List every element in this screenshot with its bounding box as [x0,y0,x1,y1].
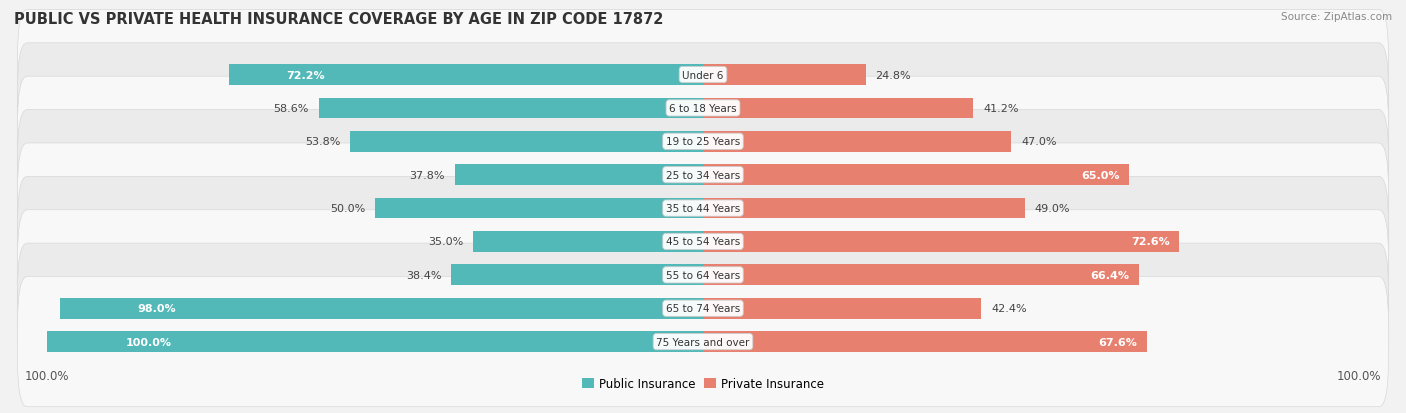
Text: 53.8%: 53.8% [305,137,340,147]
FancyBboxPatch shape [17,110,1389,240]
Text: 45 to 54 Years: 45 to 54 Years [666,237,740,247]
Bar [703,298,981,319]
Bar [703,265,1139,285]
Text: 72.6%: 72.6% [1130,237,1170,247]
Text: 25 to 34 Years: 25 to 34 Years [666,170,740,180]
Bar [703,165,1129,185]
Text: 50.0%: 50.0% [330,204,366,214]
Text: 47.0%: 47.0% [1021,137,1057,147]
Bar [319,98,703,119]
Bar [703,65,866,85]
Text: 65 to 74 Years: 65 to 74 Years [666,304,740,313]
Text: 38.4%: 38.4% [406,270,441,280]
Bar [46,332,703,352]
Text: 100.0%: 100.0% [125,337,172,347]
Text: Under 6: Under 6 [682,70,724,80]
Text: 58.6%: 58.6% [273,104,309,114]
Bar [703,232,1180,252]
Bar [451,265,703,285]
FancyBboxPatch shape [17,177,1389,307]
Text: 65.0%: 65.0% [1081,170,1119,180]
Text: 37.8%: 37.8% [409,170,446,180]
Bar [703,332,1146,352]
Text: Source: ZipAtlas.com: Source: ZipAtlas.com [1281,12,1392,22]
Bar [703,98,973,119]
Text: 19 to 25 Years: 19 to 25 Years [666,137,740,147]
Text: 35.0%: 35.0% [429,237,464,247]
Text: 35 to 44 Years: 35 to 44 Years [666,204,740,214]
Text: PUBLIC VS PRIVATE HEALTH INSURANCE COVERAGE BY AGE IN ZIP CODE 17872: PUBLIC VS PRIVATE HEALTH INSURANCE COVER… [14,12,664,27]
Text: 75 Years and over: 75 Years and over [657,337,749,347]
Text: 42.4%: 42.4% [991,304,1026,313]
Bar [350,132,703,152]
Text: 55 to 64 Years: 55 to 64 Years [666,270,740,280]
Text: 41.2%: 41.2% [983,104,1019,114]
FancyBboxPatch shape [17,210,1389,340]
Text: 72.2%: 72.2% [285,70,325,80]
Text: 98.0%: 98.0% [138,304,176,313]
Text: 24.8%: 24.8% [876,70,911,80]
Text: 6 to 18 Years: 6 to 18 Years [669,104,737,114]
FancyBboxPatch shape [17,277,1389,407]
Text: 67.6%: 67.6% [1098,337,1136,347]
Legend: Public Insurance, Private Insurance: Public Insurance, Private Insurance [578,373,828,395]
Bar [474,232,703,252]
Text: 49.0%: 49.0% [1035,204,1070,214]
FancyBboxPatch shape [17,77,1389,207]
Bar [229,65,703,85]
FancyBboxPatch shape [17,10,1389,140]
Bar [456,165,703,185]
Text: 66.4%: 66.4% [1090,270,1129,280]
FancyBboxPatch shape [17,144,1389,273]
Bar [60,298,703,319]
Bar [703,198,1025,219]
FancyBboxPatch shape [17,244,1389,373]
Bar [703,132,1011,152]
Bar [375,198,703,219]
FancyBboxPatch shape [17,44,1389,173]
